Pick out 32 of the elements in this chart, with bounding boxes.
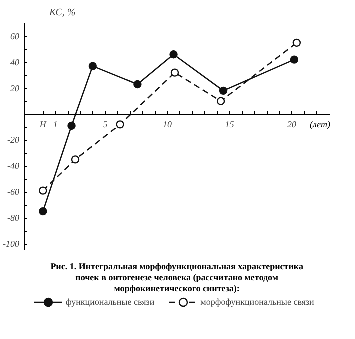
y-axis-title: КС, % bbox=[48, 8, 76, 18]
point bbox=[216, 97, 226, 106]
y-tick-label: 20 bbox=[10, 83, 20, 94]
point bbox=[39, 207, 48, 216]
text: Рис. 1. Интегральная морфофункциональная характеристика почек в онтогенезе человека (рассчитано методом морфокинетического синтеза): bbox=[50, 262, 304, 294]
x-tick-label: 5 bbox=[103, 119, 108, 130]
point bbox=[116, 120, 124, 129]
point bbox=[134, 80, 142, 89]
y-tick-label: 40 bbox=[10, 57, 20, 68]
y-tick-label: -60 bbox=[8, 187, 20, 198]
point bbox=[39, 186, 48, 195]
y-tick-label: -80 bbox=[8, 213, 20, 224]
point bbox=[88, 62, 98, 70]
legend-label: морфофункциональные связи bbox=[200, 297, 314, 307]
point bbox=[71, 156, 80, 164]
legend-label: функциональные связи bbox=[66, 297, 155, 307]
y-tick-label: -20 bbox=[8, 135, 20, 146]
x-tick-label: 10 bbox=[163, 119, 173, 130]
x-axis-title: (лет) bbox=[310, 119, 331, 130]
point bbox=[219, 86, 228, 96]
x-tick-label: Н bbox=[38, 119, 47, 130]
point bbox=[292, 38, 302, 48]
y-tick-label: -40 bbox=[8, 161, 20, 172]
y-tick-label: -100 bbox=[3, 239, 20, 250]
point bbox=[290, 56, 299, 64]
y-tick-label: 60 bbox=[10, 31, 20, 42]
x-tick-label: 15 bbox=[225, 119, 235, 130]
point bbox=[68, 122, 76, 130]
point bbox=[170, 50, 178, 59]
x-tick-label: 1 bbox=[53, 119, 58, 130]
point bbox=[170, 68, 180, 77]
x-tick-label: 20 bbox=[287, 119, 297, 130]
